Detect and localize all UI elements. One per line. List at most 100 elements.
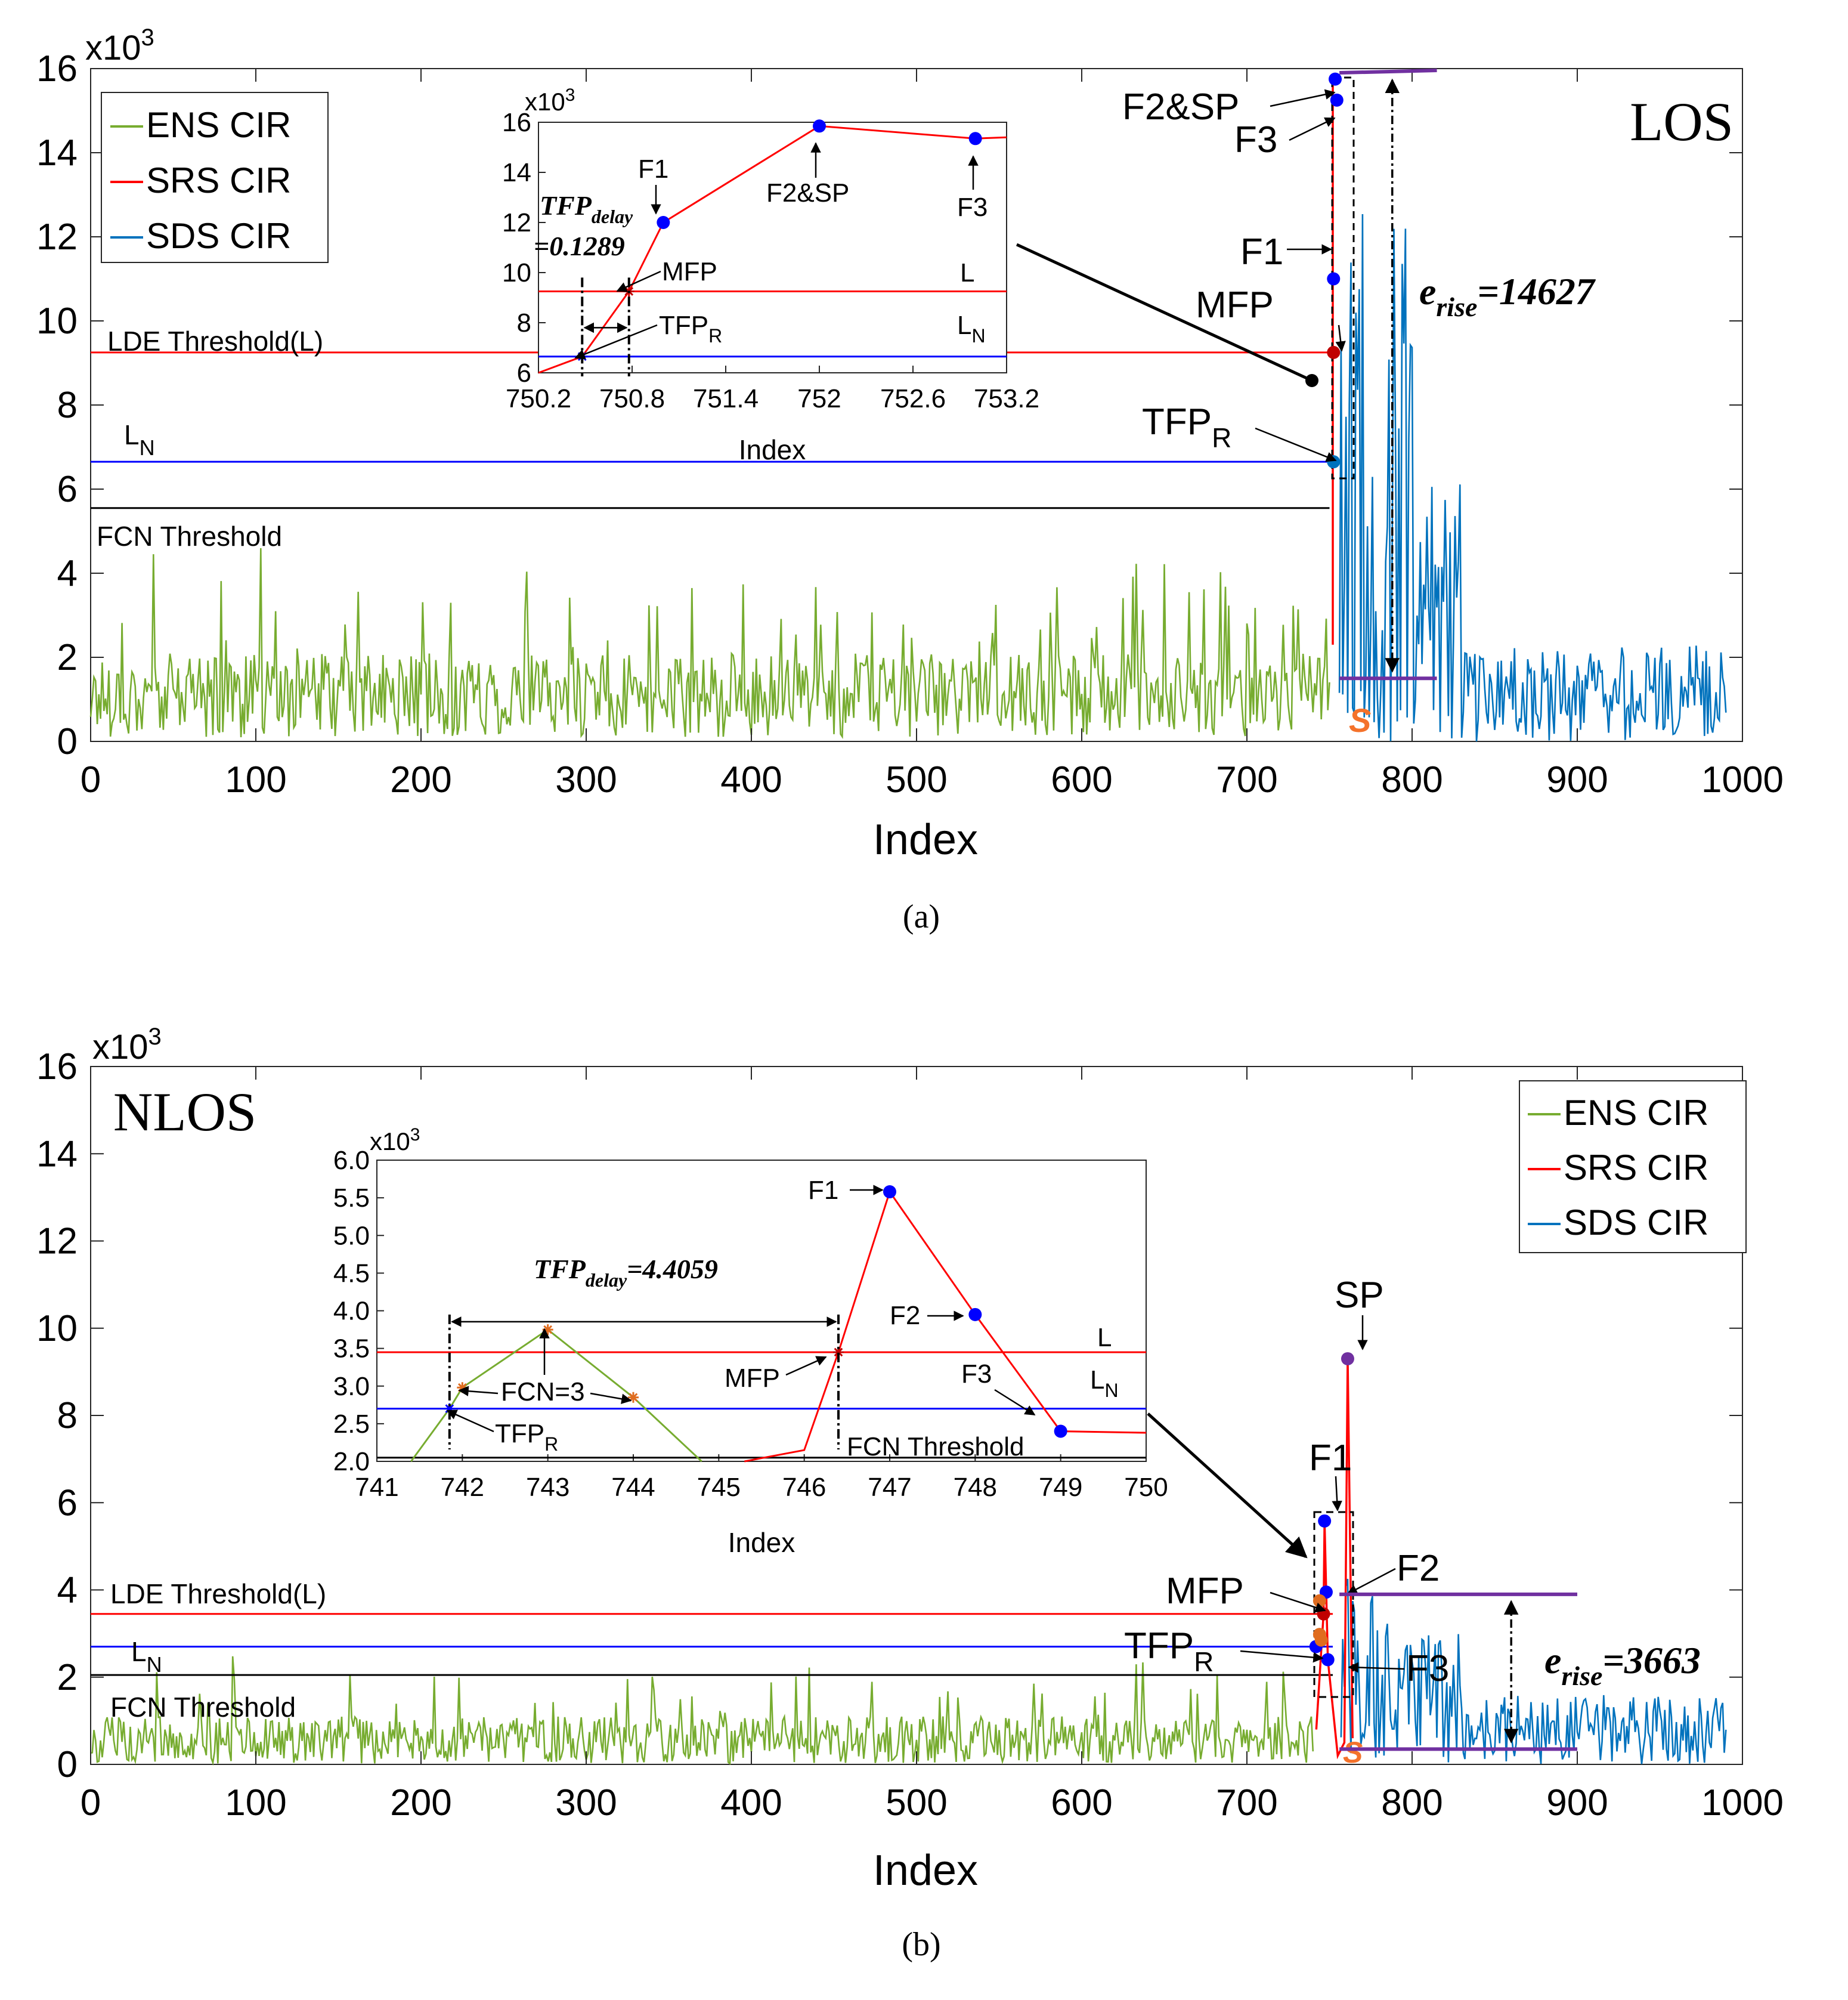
key-point xyxy=(1341,1352,1354,1365)
scenario-label: LOS xyxy=(1630,91,1734,152)
inset-x-tick-label: 748 xyxy=(954,1473,997,1502)
inset-x-tick-label: 746 xyxy=(782,1473,826,1502)
lde-threshold-label: LDE Threshold(L) xyxy=(107,326,323,357)
legend: ENS CIR SRS CIR SDS CIR xyxy=(101,92,329,263)
label-f3: F3 xyxy=(1234,119,1277,160)
label-tfp: TFPR xyxy=(1142,401,1231,453)
y-tick-label: 0 xyxy=(57,721,78,762)
inset-x-tick-label: 750.8 xyxy=(599,384,665,413)
inset-x-tick-label: 752.6 xyxy=(880,384,946,413)
inset-x-label: Index xyxy=(728,1527,795,1558)
y-tick-label: 10 xyxy=(36,301,78,342)
inset-x-tick-label: 749 xyxy=(1039,1473,1082,1502)
inset-y-tick-label: 16 xyxy=(502,108,531,137)
ens-cir-line xyxy=(90,1656,1314,1766)
inset-point xyxy=(813,119,826,133)
inset-y-tick-label: 10 xyxy=(502,258,531,288)
inset-x-tick-label: 741 xyxy=(355,1473,398,1502)
inset-f1-label: F1 xyxy=(808,1176,838,1205)
inset-x-tick-label: 751.4 xyxy=(693,384,759,413)
x-tick-label: 1000 xyxy=(1701,759,1784,800)
inset-delay-label: TFPdelay xyxy=(540,190,633,227)
x-tick-label: 0 xyxy=(81,1782,101,1823)
inset-tfp-label: TFPR xyxy=(495,1419,558,1455)
axis-ticks: 0 100 200 300 400 500 600 700 800 900 1000 0 2 4 6 8 10 1… xyxy=(36,48,1784,800)
y-tick-label: 16 xyxy=(36,48,78,89)
ln-threshold-label: LN xyxy=(131,1636,162,1677)
inset-y-tick-label: 4.5 xyxy=(333,1259,370,1288)
x-axis-label: Index xyxy=(873,816,978,864)
inset-ens-line xyxy=(410,1328,702,1463)
y-tick-label: 12 xyxy=(36,1221,78,1262)
legend-ens: ENS CIR xyxy=(1564,1093,1708,1133)
inset-LN-label: LN xyxy=(1090,1365,1119,1401)
x-tick-label: 100 xyxy=(225,1782,286,1823)
inset-f1-label: F1 xyxy=(638,154,668,184)
ens-cir-series xyxy=(89,548,1330,739)
inset-point xyxy=(968,132,982,146)
inset-x-tick-label: 744 xyxy=(611,1473,655,1502)
x-tick-label: 500 xyxy=(886,1782,947,1823)
sds-cir-line xyxy=(1340,1578,1727,1764)
inset-fcn-label: FCN Threshold xyxy=(847,1432,1024,1461)
label-f2sp: F2&SP xyxy=(1122,86,1239,128)
inset-f3-label: F3 xyxy=(961,1359,992,1389)
inset-mfp-label: MFP xyxy=(662,257,717,286)
y-tick-label: 6 xyxy=(57,469,78,510)
inset-mfp-marker xyxy=(833,1346,844,1358)
delay-bracket xyxy=(448,1314,840,1449)
delay-bracket xyxy=(581,277,630,376)
inset-point xyxy=(883,1185,896,1199)
legend-ens: ENS CIR xyxy=(146,105,291,145)
legend: ENS CIR SRS CIR SDS CIR xyxy=(1519,1080,1747,1253)
label-f3: F3 xyxy=(1406,1648,1449,1689)
inset-f3-label: F3 xyxy=(957,193,988,222)
key-point xyxy=(1329,72,1342,86)
inset-y-tick-label: 3.5 xyxy=(333,1334,370,1364)
x-tick-label: 400 xyxy=(720,1782,782,1823)
panel-b: 0 100 200 300 400 500 600 700 800 900 1000 0 2 4 6 8 10 1… xyxy=(36,1024,1784,1963)
label-sp: SP xyxy=(1335,1275,1384,1316)
y-multiplier: x103 xyxy=(85,24,154,67)
key-points xyxy=(1309,1352,1354,1667)
x-tick-label: 700 xyxy=(1216,759,1277,800)
inset-y-tick-label: 5.5 xyxy=(333,1183,370,1213)
key-point xyxy=(1318,1514,1332,1528)
x-tick-label: 400 xyxy=(720,759,782,800)
x-axis-label: Index xyxy=(873,1847,978,1894)
x-tick-label: 200 xyxy=(390,759,451,800)
y-tick-label: 0 xyxy=(57,1744,78,1785)
inset-tfp-marker xyxy=(444,1403,455,1414)
label-f1: F1 xyxy=(1240,231,1283,273)
inset-mfp-label: MFP xyxy=(725,1364,780,1393)
label-tfp: TFPR xyxy=(1124,1625,1214,1677)
inset-x-tick-label: 750 xyxy=(1124,1473,1168,1502)
inset-y-tick-label: 3.0 xyxy=(333,1372,370,1401)
rise-label: erise=14627 xyxy=(1419,270,1596,322)
inset-connector xyxy=(1147,1412,1308,1559)
inset-ticks: 750.2 750.8 751.4 752 752.6 753.2 6 8 10 12 14 16 xyxy=(502,108,1039,413)
x-tick-label: 600 xyxy=(1051,1782,1112,1823)
label-f2: F2 xyxy=(1397,1548,1440,1589)
fcn-threshold-label: FCN Threshold xyxy=(110,1692,296,1723)
inset-x-tick-label: 747 xyxy=(868,1473,911,1502)
inset-a: 750.2 750.8 751.4 752 752.6 753.2 6 8 10 12 14 16 x… xyxy=(502,85,1039,465)
legend-sds: SDS CIR xyxy=(1564,1203,1708,1242)
x-tick-label: 900 xyxy=(1546,1782,1608,1823)
inset-fcn-count-label: FCN=3 xyxy=(501,1377,585,1407)
scenario-label: NLOS xyxy=(113,1081,256,1142)
panel-b-label: (b) xyxy=(902,1926,940,1963)
inset-x-tick-label: 742 xyxy=(441,1473,484,1502)
y-tick-label: 2 xyxy=(57,1657,78,1698)
y-tick-label: 2 xyxy=(57,637,78,678)
panel-a: 0 100 200 300 400 500 600 700 800 900 1000 0 2 4 6 8 10 1… xyxy=(36,24,1784,935)
inset-y-tick-label: 4.0 xyxy=(333,1297,370,1326)
inset-fcn-marker xyxy=(628,1392,639,1403)
y-tick-label: 16 xyxy=(36,1046,78,1087)
inset-LN-label: LN xyxy=(957,311,986,347)
inset-connector xyxy=(1016,243,1313,382)
inset-ticks: 741 742 743 744 745 746 747 748 749 750 2.0 2.5 3.0 3… xyxy=(333,1146,1168,1502)
ln-threshold-label: LN xyxy=(124,419,155,460)
rise-annotation xyxy=(1339,69,1437,681)
